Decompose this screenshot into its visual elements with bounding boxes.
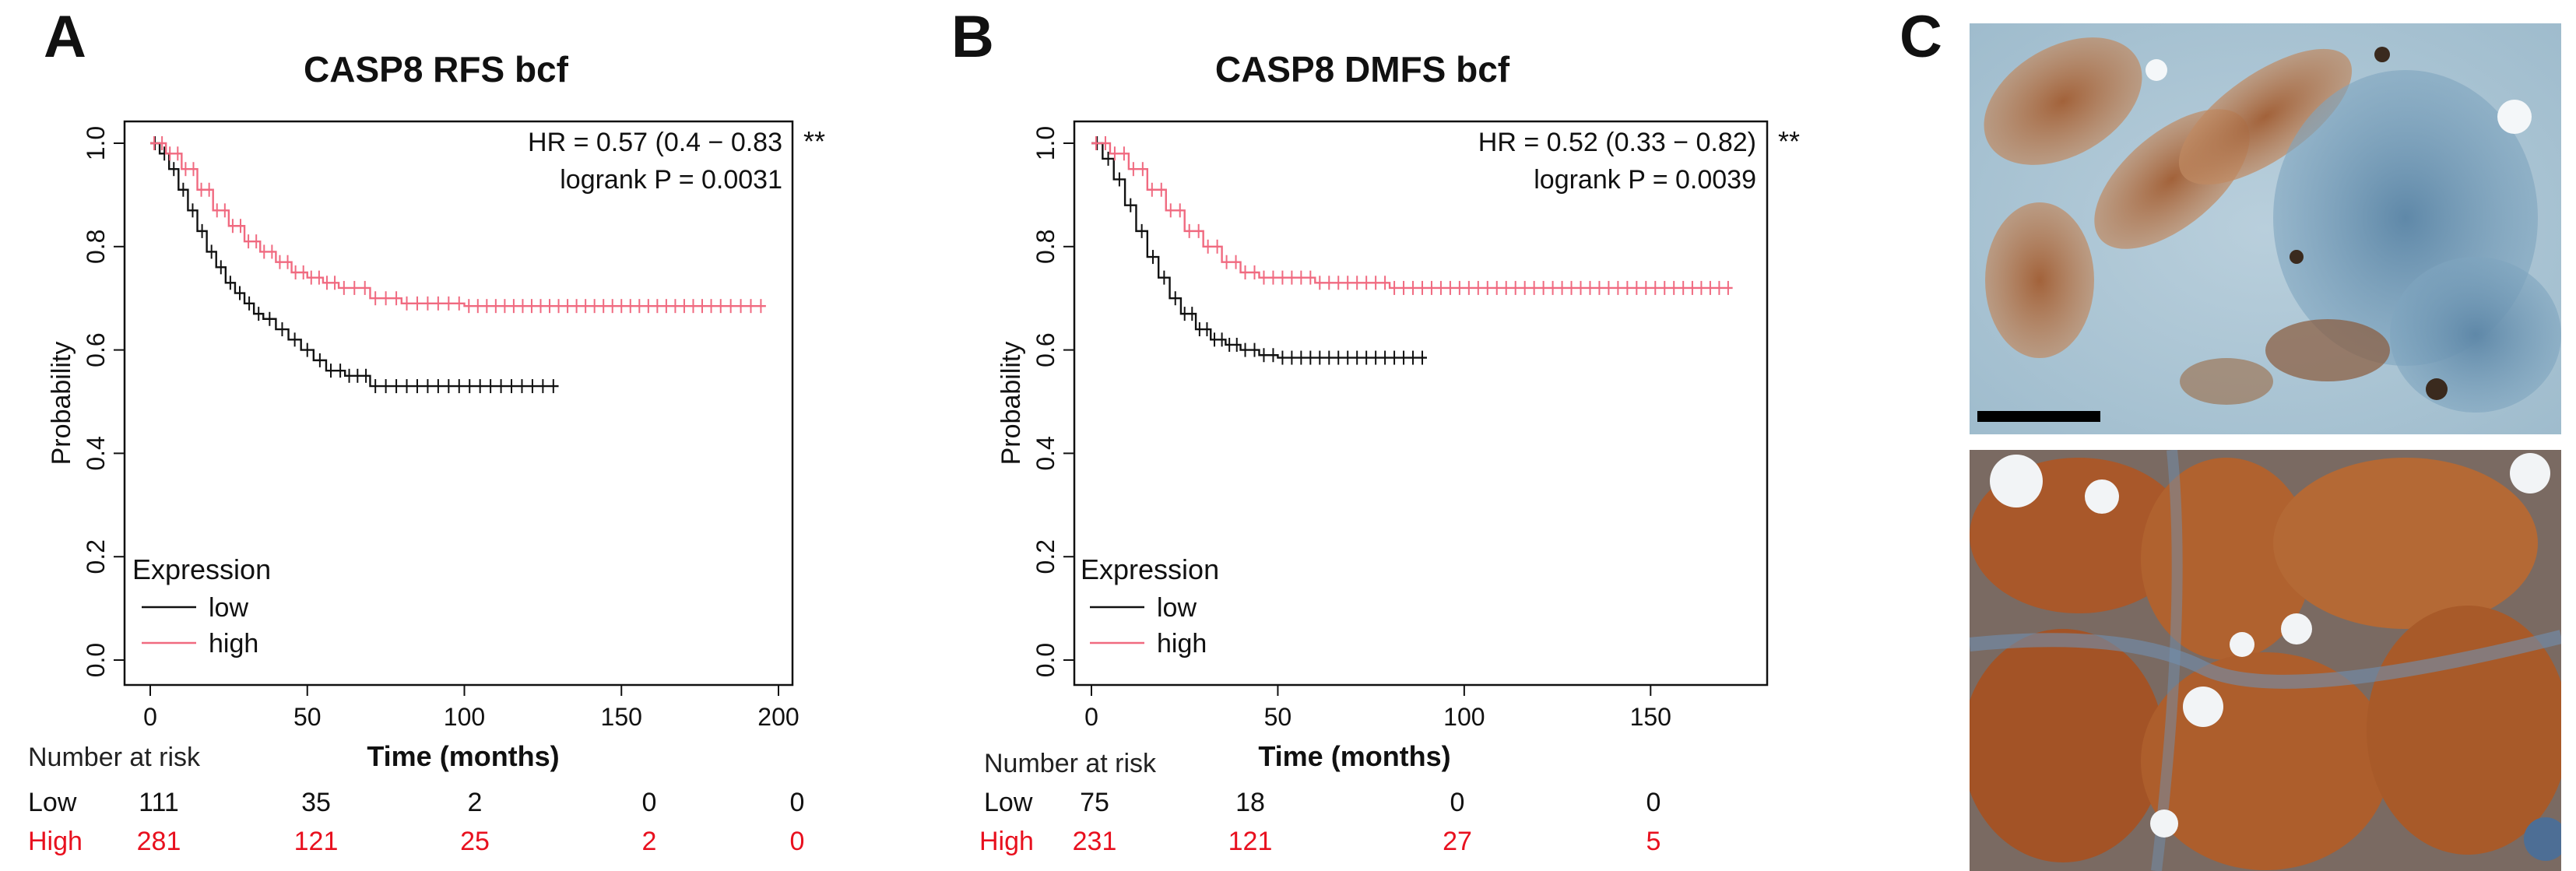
x-tick-label: 100 (1443, 703, 1485, 731)
risk-value-low: 0 (1450, 788, 1465, 817)
risk-value-high: 121 (293, 827, 339, 856)
x-tick-label: 150 (601, 703, 642, 731)
plot-frame (123, 120, 794, 687)
x-axis-label: Time (months) (1258, 740, 1450, 772)
legend-label-high: high (209, 629, 258, 659)
km-plot-a: 0.0 0.2 0.4 0.6 0.8 1.0 Probability 0 50 100 150 20… (47, 120, 825, 772)
risk-value-high: 281 (136, 827, 181, 856)
y-tick-label: 0.2 (1031, 539, 1060, 574)
risk-value-low: 2 (467, 788, 483, 817)
risk-value-high: 27 (1443, 827, 1472, 856)
y-tick-label: 0.0 (1031, 643, 1060, 677)
risk-row-label-low-b: Low (984, 788, 1033, 817)
risk-table-header-b: Number at risk (984, 749, 1157, 778)
scale-bar (1977, 411, 2100, 422)
risk-value-low: 0 (1646, 788, 1661, 817)
y-axis-label: Probability (996, 342, 1026, 465)
y-tick-label: 0.4 (1031, 436, 1060, 470)
legend-title: Expression (132, 553, 271, 585)
risk-row-label-low-a: Low (28, 788, 77, 817)
legend-label-low: low (1157, 593, 1197, 623)
risk-value-low: 0 (789, 788, 805, 817)
y-tick-label: 0.8 (82, 230, 110, 264)
hazard-ratio-text: HR = 0.57 (0.4 − 0.83 (528, 128, 782, 157)
chart-title-a: CASP8 RFS bcf (304, 49, 568, 90)
km-plot-b: 0.0 0.2 0.4 0.6 0.8 1.0 Probability 0 50 100 150 Ti… (996, 120, 1800, 772)
legend-label-high: high (1157, 629, 1207, 659)
significance-marker: ** (803, 125, 825, 157)
panel-letter-a: A (44, 4, 86, 70)
km-curve-high (150, 142, 766, 307)
panel-letter-b: B (951, 4, 994, 70)
x-tick-label: 50 (1264, 703, 1292, 731)
y-tick-label: 0.8 (1031, 230, 1060, 264)
y-tick-label: 0.6 (82, 332, 110, 367)
risk-value-low: 111 (139, 788, 179, 817)
legend-label-low: low (209, 593, 248, 623)
x-tick-label: 0 (1084, 703, 1098, 731)
risk-value-low: 18 (1235, 788, 1265, 817)
km-curve-low (1091, 142, 1427, 359)
risk-value-low: 0 (641, 788, 657, 817)
risk-row-label-high-b: High (979, 827, 1034, 856)
logrank-text: logrank P = 0.0031 (560, 165, 782, 195)
risk-value-high: 231 (1072, 827, 1117, 856)
y-tick-label: 1.0 (1031, 126, 1060, 160)
significance-marker: ** (1778, 125, 1800, 157)
y-tick-label: 0.4 (82, 436, 110, 470)
ihc-image-bottom (1970, 450, 2561, 871)
risk-value-high: 0 (789, 827, 805, 856)
risk-row-label-high-a: High (28, 827, 83, 856)
risk-table-header-a: Number at risk (28, 743, 201, 772)
chart-title-b: CASP8 DMFS bcf (1214, 49, 1510, 90)
km-curve-low (150, 142, 559, 388)
risk-value-low: 75 (1080, 788, 1109, 817)
y-axis-label: Probability (47, 342, 76, 465)
plot-frame (1073, 120, 1769, 687)
y-tick-label: 0.0 (82, 643, 110, 677)
ihc-image-top (1970, 23, 2561, 434)
y-tick-label: 0.2 (82, 539, 110, 574)
risk-value-high: 121 (1228, 827, 1273, 856)
x-tick-label: 100 (444, 703, 485, 731)
x-axis-label: Time (months) (367, 740, 559, 772)
x-tick-label: 150 (1630, 703, 1671, 731)
risk-value-low: 35 (301, 788, 331, 817)
logrank-text: logrank P = 0.0039 (1534, 165, 1756, 195)
km-curve-high (1091, 142, 1733, 290)
x-tick-label: 0 (143, 703, 157, 731)
risk-value-high: 25 (460, 827, 490, 856)
legend-title: Expression (1081, 553, 1219, 585)
x-tick-label: 50 (293, 703, 322, 731)
panel-letter-c: C (1899, 4, 1942, 70)
risk-value-high: 5 (1646, 827, 1661, 856)
x-tick-label: 200 (757, 703, 799, 731)
y-tick-label: 0.6 (1031, 332, 1060, 367)
y-tick-label: 1.0 (82, 126, 110, 160)
hazard-ratio-text: HR = 0.52 (0.33 − 0.82) (1478, 128, 1756, 157)
risk-value-high: 2 (641, 827, 657, 856)
